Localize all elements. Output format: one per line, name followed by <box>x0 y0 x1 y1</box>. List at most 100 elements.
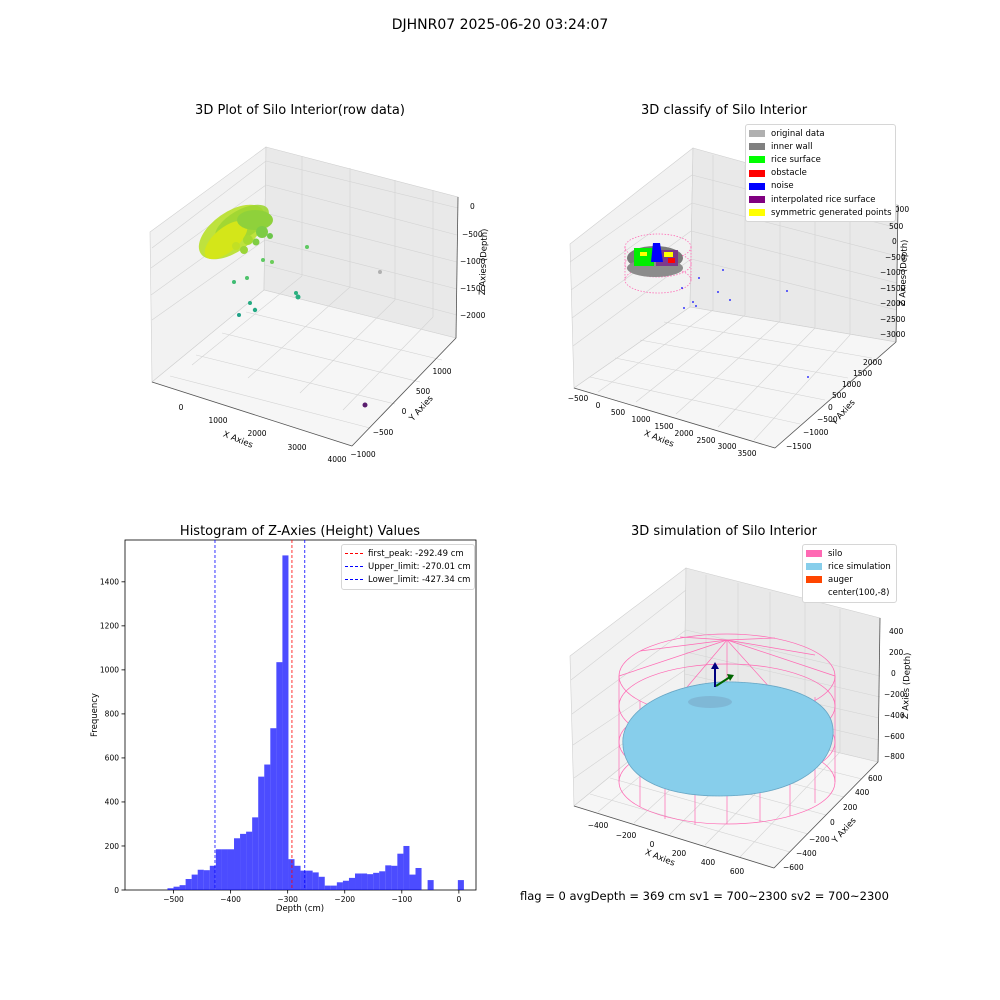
classify-ytick: −1000 <box>803 428 829 437</box>
histogram-bar <box>457 880 464 890</box>
legend-entry: inner wall <box>749 140 892 153</box>
simulation-ztick: −200 <box>884 690 905 699</box>
histogram-bar <box>294 865 301 890</box>
histogram-bar <box>173 886 180 890</box>
histogram-bar <box>348 877 356 890</box>
classify-ytick: −500 <box>817 415 838 424</box>
raw-ytick: −1000 <box>350 450 376 459</box>
classify-plot-title: 3D classify of Silo Interior <box>640 103 808 118</box>
legend-swatch <box>749 130 765 138</box>
histogram-xtick-label: −500 <box>163 895 184 904</box>
figure-title: DJHNR07 2025-06-20 03:24:07 <box>391 17 609 33</box>
classify-ytick: 500 <box>832 391 847 400</box>
legend-label: Lower_limit: -427.34 cm <box>368 574 471 585</box>
histogram-ytick-label: 1400 <box>100 578 119 587</box>
simulation-xtick: 200 <box>672 849 687 858</box>
histogram-xtick-label: −100 <box>392 895 413 904</box>
histogram-bar <box>312 872 319 890</box>
raw-zlabel: Z Axies (Depth) <box>478 228 490 295</box>
simulation-xtick: 400 <box>701 858 716 867</box>
classify-zlabel: Z Axies (Depth) <box>898 239 910 306</box>
histogram-bar <box>342 880 349 890</box>
histogram-bar <box>234 838 241 890</box>
classify-xtick: 1500 <box>654 422 673 431</box>
histogram-bar <box>215 849 222 890</box>
histogram-bar <box>379 871 386 890</box>
legend-swatch <box>345 566 363 568</box>
histogram-ylabel: Frequency <box>90 693 100 737</box>
legend-swatch <box>749 182 765 190</box>
histogram-bar <box>227 849 235 890</box>
status-info-line: flag = 0 avgDepth = 369 cm sv1 = 700~230… <box>520 889 889 903</box>
legend-swatch <box>806 563 822 571</box>
rice-simulation-surface <box>622 681 834 797</box>
histogram-bar <box>415 867 422 890</box>
simulation-xtick: 0 <box>650 840 655 849</box>
histogram-bar <box>373 872 380 890</box>
histogram-bar <box>221 849 228 890</box>
legend-entry: Upper_limit: -270.01 cm <box>345 560 471 573</box>
raw-ytick: 500 <box>416 387 431 396</box>
raw-ztick: 0 <box>470 202 475 211</box>
histogram-xlabel: Depth (cm) <box>276 904 324 914</box>
classify-ztick: −3000 <box>880 330 906 339</box>
legend-swatch <box>806 550 822 558</box>
histogram-xtick-label: −200 <box>334 895 355 904</box>
classify-ztick: −2500 <box>880 315 906 324</box>
raw-ytick: 0 <box>402 407 407 416</box>
histogram-bar <box>306 870 313 890</box>
simulation-zlabel: Z Axies (Depth) <box>901 652 913 719</box>
histogram-bar <box>385 865 392 890</box>
histogram-bar <box>282 555 289 890</box>
histogram-bar <box>167 888 174 890</box>
legend-entry: symmetric generated points <box>749 206 892 219</box>
histogram-bar <box>252 817 259 890</box>
histogram-bar <box>179 885 186 890</box>
histogram-xtick-label: −400 <box>220 895 241 904</box>
histogram-bar <box>246 831 253 890</box>
raw-ztick: −500 <box>462 230 483 239</box>
raw-xtick: 4000 <box>327 455 346 464</box>
classify-ztick: −1000 <box>880 268 906 277</box>
raw-ztick: −1000 <box>460 257 486 266</box>
legend-label: symmetric generated points <box>771 207 892 218</box>
histogram-bar <box>240 833 247 890</box>
simulation-ytick: 0 <box>830 818 835 827</box>
histogram-ytick-label: 0 <box>114 886 119 895</box>
histogram-xtick-label: −300 <box>277 895 298 904</box>
histogram-ytick-label: 400 <box>105 798 120 807</box>
legend-label: obstacle <box>771 168 807 179</box>
legend-entry: auger <box>806 573 893 586</box>
classify-ztick: −1500 <box>880 284 906 293</box>
classify-ztick: 0 <box>892 237 897 246</box>
histogram-ytick-label: 800 <box>105 710 120 719</box>
raw-scatter-points <box>232 245 382 408</box>
legend-label: original data <box>771 128 825 139</box>
histogram-bar <box>355 873 362 890</box>
classify-xtick: −500 <box>568 394 589 403</box>
histogram-xtick-label: 0 <box>456 895 461 904</box>
legend-label: inner wall <box>771 141 813 152</box>
histogram-bar <box>258 776 265 890</box>
simulation-ytick: 600 <box>868 774 883 783</box>
legend-label: noise <box>771 181 794 192</box>
legend-entry: obstacle <box>749 167 892 180</box>
histogram-bar <box>409 874 416 890</box>
legend-entry: original data <box>749 127 892 140</box>
histogram-bar <box>300 870 307 890</box>
simulation-legend: silo rice simulation auger center(100,-8) <box>802 544 897 603</box>
simulation-xtick: −400 <box>588 821 609 830</box>
legend-label: center(100,-8) <box>828 588 890 599</box>
histogram-legend: first_peak: -292.49 cm Upper_limit: -270.… <box>341 544 475 590</box>
histogram-ytick-label: 1200 <box>100 622 119 631</box>
histogram-plot-area <box>124 539 477 891</box>
histogram-bar <box>336 882 343 890</box>
legend-label: interpolated rice surface <box>771 194 876 205</box>
classify-xtick: 2000 <box>674 429 693 438</box>
legend-entry: first_peak: -292.49 cm <box>345 547 471 560</box>
classify-xtick: 500 <box>611 408 626 417</box>
raw-xtick: 0 <box>179 403 184 412</box>
raw-ytick: −500 <box>373 428 394 437</box>
histogram-bar <box>264 764 271 890</box>
simulation-ztick: 400 <box>889 627 904 636</box>
